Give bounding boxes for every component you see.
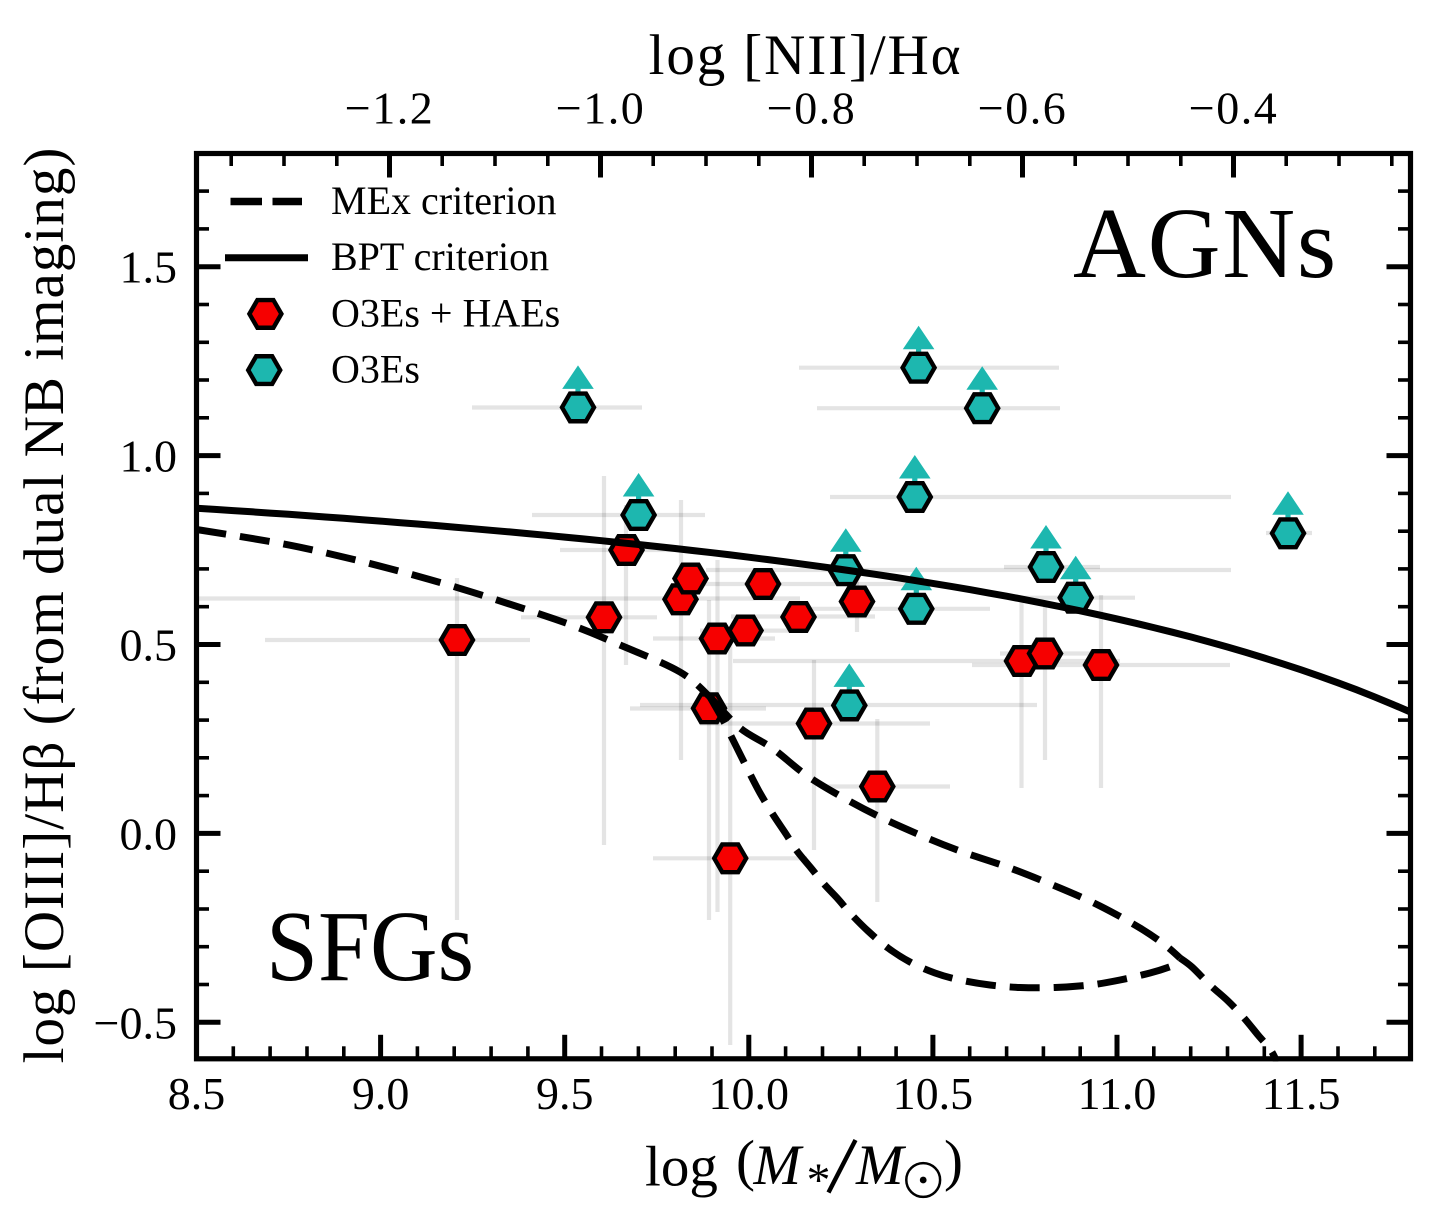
svg-text:log [OIII]/Hβ (from dual NB im: log [OIII]/Hβ (from dual NB imaging) bbox=[13, 147, 76, 1064]
svg-text:*: * bbox=[807, 1154, 831, 1207]
svg-text:AGNs: AGNs bbox=[1073, 187, 1338, 299]
svg-text:−1.0: −1.0 bbox=[556, 82, 645, 133]
svg-text:M: M bbox=[855, 1134, 907, 1197]
svg-text:BPT criterion: BPT criterion bbox=[331, 234, 549, 279]
svg-text:−0.6: −0.6 bbox=[978, 82, 1067, 133]
svg-text:log: log bbox=[645, 1136, 718, 1199]
svg-text:10.0: 10.0 bbox=[709, 1068, 790, 1119]
svg-text:9.0: 9.0 bbox=[352, 1068, 410, 1119]
svg-text:−1.2: −1.2 bbox=[345, 82, 434, 133]
svg-text:0.5: 0.5 bbox=[120, 620, 178, 671]
svg-text:O3Es + HAEs: O3Es + HAEs bbox=[331, 290, 560, 335]
svg-text:1.0: 1.0 bbox=[120, 431, 178, 482]
svg-text:): ) bbox=[944, 1130, 963, 1193]
svg-text:0.0: 0.0 bbox=[120, 808, 178, 859]
svg-text:10.5: 10.5 bbox=[893, 1068, 974, 1119]
svg-text:−0.5: −0.5 bbox=[94, 997, 177, 1048]
svg-text:9.5: 9.5 bbox=[536, 1068, 594, 1119]
svg-text:11.0: 11.0 bbox=[1078, 1068, 1157, 1119]
svg-text:O3Es: O3Es bbox=[331, 347, 420, 392]
svg-text:SFGs: SFGs bbox=[266, 890, 474, 1002]
svg-text:(: ( bbox=[736, 1130, 755, 1193]
svg-text:1.5: 1.5 bbox=[120, 242, 178, 293]
svg-text:11.5: 11.5 bbox=[1262, 1068, 1341, 1119]
svg-text:−0.8: −0.8 bbox=[767, 82, 856, 133]
svg-text:8.5: 8.5 bbox=[168, 1068, 226, 1119]
svg-text:−0.4: −0.4 bbox=[1189, 82, 1278, 133]
svg-text:M: M bbox=[753, 1134, 805, 1197]
svg-text:MEx criterion: MEx criterion bbox=[331, 178, 557, 223]
svg-text:log [NII]/Hα: log [NII]/Hα bbox=[649, 24, 963, 87]
